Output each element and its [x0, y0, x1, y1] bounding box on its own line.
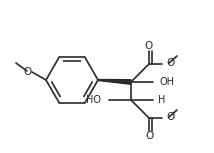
- Text: HO: HO: [86, 95, 101, 105]
- Text: OH: OH: [160, 77, 175, 87]
- Text: O: O: [166, 58, 174, 68]
- Text: O: O: [24, 67, 32, 77]
- Text: H: H: [158, 95, 165, 105]
- Text: O: O: [166, 112, 174, 122]
- Text: O: O: [145, 41, 153, 51]
- Text: O: O: [146, 131, 154, 141]
- Polygon shape: [98, 80, 131, 84]
